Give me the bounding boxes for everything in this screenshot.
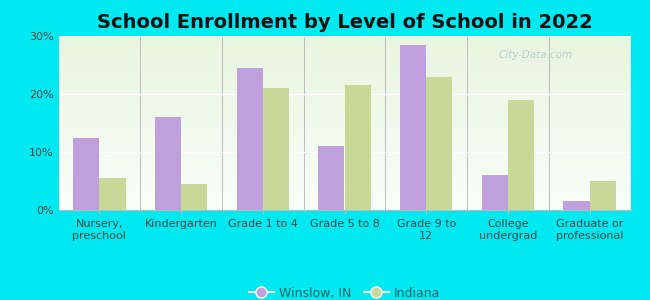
Bar — [590, 181, 616, 210]
Bar — [564, 201, 590, 210]
Bar — [400, 45, 426, 210]
Title: School Enrollment by Level of School in 2022: School Enrollment by Level of School in … — [97, 13, 592, 32]
Bar — [155, 117, 181, 210]
Bar — [318, 146, 344, 210]
Legend: Winslow, IN, Indiana: Winslow, IN, Indiana — [244, 282, 445, 300]
Bar — [263, 88, 289, 210]
Bar — [237, 68, 263, 210]
Bar — [508, 100, 534, 210]
Text: City-Data.com: City-Data.com — [499, 50, 573, 60]
Bar — [73, 137, 99, 210]
Bar — [181, 184, 207, 210]
Bar — [99, 178, 125, 210]
Bar — [426, 76, 452, 210]
Bar — [344, 85, 370, 210]
Bar — [482, 175, 508, 210]
